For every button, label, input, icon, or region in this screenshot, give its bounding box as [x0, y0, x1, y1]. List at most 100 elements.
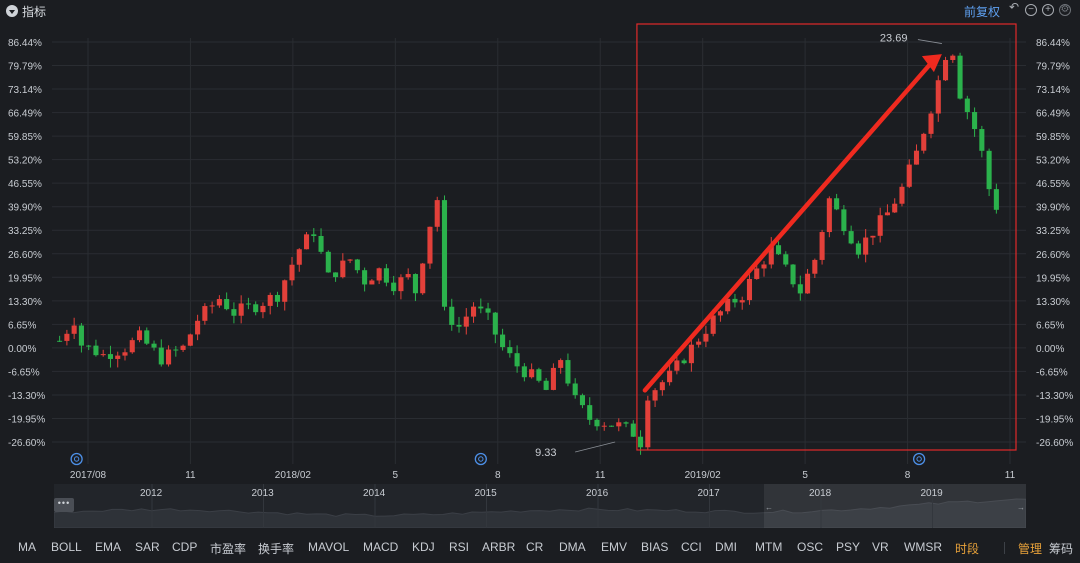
candle — [231, 302, 237, 324]
reset-icon[interactable]: ↶ — [1008, 0, 1020, 14]
indicator-17[interactable]: DMI — [715, 540, 737, 554]
candle — [601, 422, 607, 431]
candle-body — [420, 263, 426, 294]
candle — [115, 351, 121, 368]
candle-body — [427, 226, 433, 264]
candle — [972, 107, 978, 137]
candle — [245, 297, 251, 310]
candle — [906, 159, 912, 189]
indicator-16[interactable]: CCI — [681, 540, 702, 554]
candle — [449, 298, 455, 331]
x-tick-label: 2017/08 — [70, 470, 107, 478]
candle — [558, 358, 564, 374]
indicator-15[interactable]: BIAS — [641, 540, 669, 554]
candle-body — [173, 349, 179, 351]
indicator-9[interactable]: KDJ — [412, 540, 435, 554]
candle-body — [166, 349, 172, 365]
candle-body — [819, 232, 825, 260]
candle — [267, 292, 273, 315]
candlestick-chart[interactable]: 86.44% 79.79% 73.14% 66.49% 59.85% 53.20% 46.5… — [0, 22, 1080, 478]
manage-button[interactable]: 管理 — [1018, 542, 1043, 556]
candle-body — [746, 278, 753, 301]
y-tick-label: 6.65% — [8, 320, 36, 331]
navigator-year-label: 2013 — [252, 488, 275, 499]
candle-body — [209, 305, 215, 307]
candle-body — [717, 311, 723, 316]
indicator-20[interactable]: PSY — [836, 540, 861, 554]
event-marker-icon[interactable] — [70, 452, 83, 466]
candle — [717, 310, 723, 322]
candle — [579, 393, 586, 409]
indicator-11[interactable]: ARBR — [482, 540, 516, 554]
candle-body — [826, 198, 832, 233]
candle — [405, 268, 411, 280]
indicator-2[interactable]: EMA — [95, 540, 122, 554]
candle — [979, 125, 985, 158]
candle-body — [245, 303, 251, 305]
candle-body — [928, 113, 934, 134]
settings-icon[interactable]: ⚙ — [1059, 4, 1071, 16]
candle-body — [267, 294, 273, 306]
candle-body — [565, 360, 571, 384]
zoom-in-icon[interactable]: + — [1042, 4, 1054, 16]
candle — [761, 261, 767, 277]
indicator-8[interactable]: MACD — [363, 540, 399, 554]
indicator-13[interactable]: DMA — [559, 540, 586, 554]
candle-body — [129, 340, 135, 353]
candle — [441, 195, 448, 311]
y-tick-label: 6.65% — [1036, 320, 1064, 331]
y-tick-label: -26.60% — [8, 438, 45, 449]
indicator-23[interactable]: 时段 — [955, 542, 980, 556]
candle — [805, 268, 811, 294]
navigator-handle[interactable]: ••• — [54, 498, 74, 512]
candle — [71, 317, 77, 340]
indicator-0[interactable]: MA — [18, 540, 36, 554]
indicator-7[interactable]: MAVOL — [308, 540, 350, 554]
candle — [993, 183, 999, 214]
candle-body — [630, 423, 636, 437]
collapse-icon[interactable] — [6, 5, 18, 17]
y-tick-label: 53.20% — [1036, 156, 1070, 167]
candle — [136, 326, 143, 343]
candle — [166, 345, 172, 367]
candle — [848, 225, 854, 245]
indicator-10[interactable]: RSI — [449, 540, 470, 554]
x-tick-label: 8 — [905, 470, 911, 478]
indicator-22[interactable]: WMSR — [904, 540, 942, 554]
price-adjust-button[interactable]: 前复权 — [964, 5, 1001, 19]
indicator-18[interactable]: MTM — [755, 540, 783, 554]
y-tick-label: 13.30% — [1036, 297, 1070, 308]
candle-body — [957, 55, 963, 99]
candle — [434, 196, 440, 232]
candle-body — [732, 298, 738, 303]
indicator-4[interactable]: CDP — [172, 540, 198, 554]
indicator-5[interactable]: 市盈率 — [210, 542, 247, 556]
y-tick-label: 33.25% — [1036, 226, 1070, 237]
time-navigator[interactable]: ← → 2012 2013 2014 2015 2016 2017 2018 2019 — [53, 484, 1027, 529]
indicator-21[interactable]: VR — [872, 540, 889, 554]
x-tick-label: 2018/02 — [275, 470, 312, 478]
candle — [369, 279, 375, 285]
zoom-out-icon[interactable]: − — [1025, 4, 1037, 16]
indicator-14[interactable]: EMV — [601, 540, 628, 554]
indicator-1[interactable]: BOLL — [51, 540, 82, 554]
candle-body — [434, 200, 440, 227]
candle-body — [986, 150, 992, 190]
chips-button[interactable]: 筹码 — [1049, 542, 1074, 556]
candle — [470, 302, 477, 323]
event-marker-icon[interactable] — [474, 452, 487, 466]
candle-body — [710, 315, 716, 334]
indicator-19[interactable]: OSC — [797, 540, 824, 554]
indicator-6[interactable]: 换手率 — [258, 542, 295, 556]
candle — [659, 380, 665, 396]
event-marker-icon[interactable] — [912, 452, 926, 466]
highlight-box — [636, 23, 1017, 451]
navigator-year-label: 2015 — [475, 488, 498, 499]
y-tick-label: 39.90% — [1036, 203, 1070, 214]
candle-body — [572, 383, 578, 396]
candle — [645, 395, 651, 450]
indicator-12[interactable]: CR — [526, 540, 544, 554]
indicator-3[interactable]: SAR — [135, 540, 160, 554]
y-tick-label: -26.60% — [1036, 438, 1073, 449]
candle — [376, 267, 382, 285]
